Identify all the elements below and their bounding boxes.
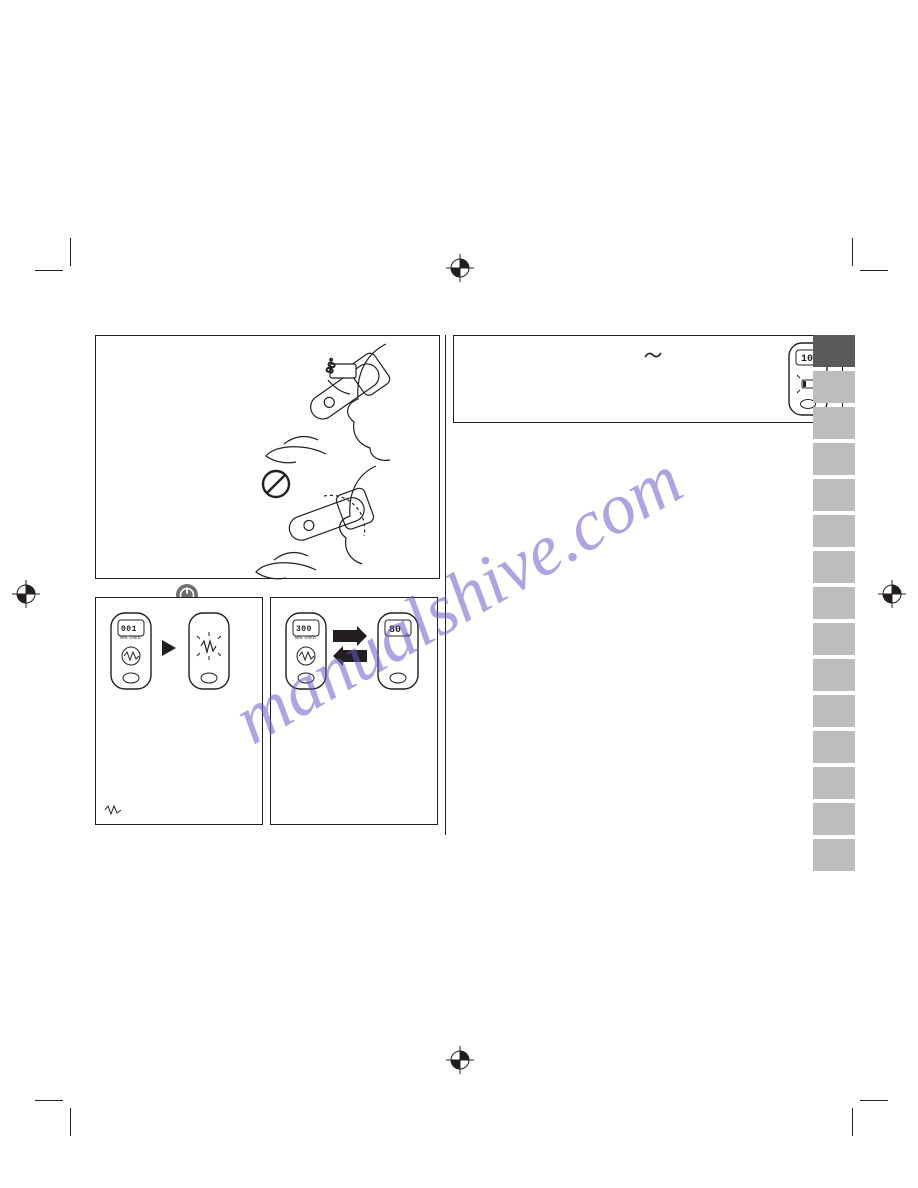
sidebar-tab[interactable] — [813, 407, 855, 439]
lcd-unit: % — [405, 633, 410, 639]
registration-target-icon — [446, 254, 474, 282]
crop-mark — [35, 1100, 63, 1101]
crop-mark — [860, 1100, 888, 1101]
double-arrow-icon — [333, 626, 367, 671]
registration-target-icon — [446, 1046, 474, 1074]
content-area: 90° — [95, 335, 855, 875]
sidebar-tab[interactable] — [813, 335, 855, 367]
registration-target-icon — [12, 580, 40, 608]
waveform-small-icon — [104, 804, 122, 816]
sidebar-tab[interactable] — [813, 551, 855, 583]
usage-illustration-icon: 90° — [96, 336, 441, 580]
tilde-icon — [644, 350, 662, 360]
crop-mark — [852, 1108, 853, 1136]
device-from-icon: 300 MIN. USED — [285, 612, 327, 690]
sidebar-tab[interactable] — [813, 371, 855, 403]
crop-mark — [70, 1108, 71, 1136]
sidebar-tab[interactable] — [813, 515, 855, 547]
page-root: 90° — [0, 0, 918, 1188]
crop-mark — [35, 270, 63, 271]
panel-step-b: 300 MIN. USED 80 % — [270, 597, 438, 825]
device-from-icon: 001 MIN. USED — [110, 612, 152, 690]
crop-mark — [860, 270, 888, 271]
sidebar-tab[interactable] — [813, 803, 855, 835]
sidebar-tab[interactable] — [813, 443, 855, 475]
lcd-value: 10 — [801, 354, 813, 365]
device-to-icon: 80 % — [377, 612, 419, 690]
sidebar-tab[interactable] — [813, 767, 855, 799]
lcd-line1: 300 — [296, 625, 312, 634]
crop-mark — [70, 238, 71, 266]
lcd-line1: 001 — [121, 625, 137, 634]
sidebar-tabs — [813, 335, 855, 875]
registration-target-icon — [878, 580, 906, 608]
panel-battery-hint: 10 % — [453, 335, 843, 423]
prohibition-icon — [263, 471, 289, 497]
lcd-line2: MIN. USED — [120, 635, 141, 640]
sidebar-tab[interactable] — [813, 623, 855, 655]
column-divider — [445, 335, 446, 835]
triangle-right-icon — [162, 640, 176, 661]
lcd-line2: MIN. USED — [295, 635, 316, 640]
lcd-value: 80 — [389, 625, 401, 636]
sidebar-tab[interactable] — [813, 659, 855, 691]
sidebar-tab[interactable] — [813, 731, 855, 763]
sidebar-tab[interactable] — [813, 839, 855, 871]
sidebar-tab[interactable] — [813, 587, 855, 619]
device-to-icon — [188, 612, 230, 690]
sidebar-tab[interactable] — [813, 695, 855, 727]
sidebar-tab[interactable] — [813, 479, 855, 511]
panel-step-a: 001 MIN. USED — [95, 597, 263, 825]
panel-usage-illustration: 90° — [95, 335, 440, 579]
crop-mark — [852, 238, 853, 266]
